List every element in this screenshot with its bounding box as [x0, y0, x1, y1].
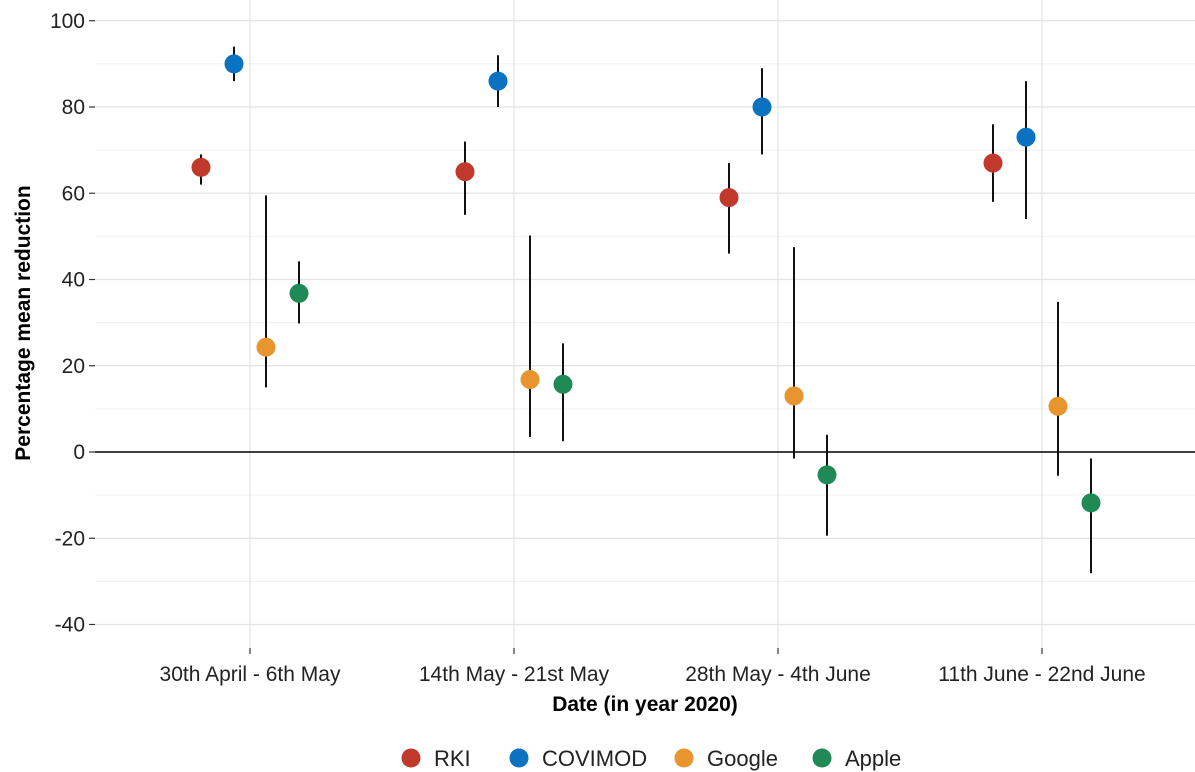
legend-label: COVIMOD — [542, 746, 647, 771]
data-point — [817, 465, 837, 485]
y-tick-label: -20 — [55, 527, 85, 550]
x-tick-label: 28th May - 4th June — [685, 663, 871, 686]
data-point — [455, 162, 475, 182]
data-point — [191, 157, 211, 177]
data-marks — [191, 46, 1101, 574]
data-point — [752, 97, 772, 117]
data-point — [784, 386, 804, 406]
data-point — [1016, 127, 1036, 147]
legend-label: RKI — [434, 746, 471, 771]
data-point — [224, 54, 244, 74]
y-tick-label: 0 — [73, 441, 85, 464]
data-point — [520, 370, 540, 390]
x-tick-label: 14th May - 21st May — [419, 663, 610, 686]
data-point — [553, 374, 573, 394]
y-axis: -40 -20 0 20 40 60 80 100 — [50, 10, 95, 637]
legend-marker — [401, 748, 421, 768]
data-point — [719, 188, 739, 208]
y-tick-label: 40 — [62, 269, 85, 292]
legend-marker — [812, 748, 832, 768]
data-point — [1081, 493, 1101, 513]
x-tick-label: 11th June - 22nd June — [938, 663, 1145, 686]
y-axis-title: Percentage mean reduction — [12, 185, 35, 460]
y-tick-label: -40 — [55, 614, 85, 637]
legend-label: Apple — [845, 746, 901, 771]
y-tick-label: 60 — [62, 182, 85, 205]
grid — [95, 0, 1195, 648]
data-point — [488, 71, 508, 91]
y-tick-label: 20 — [62, 355, 85, 378]
x-axis: 30th April - 6th May 14th May - 21st May 2… — [160, 648, 1146, 686]
data-point — [983, 153, 1003, 173]
y-tick-label: 100 — [50, 10, 85, 33]
legend-marker — [674, 748, 694, 768]
x-tick-label: 30th April - 6th May — [160, 663, 341, 686]
data-point — [256, 337, 276, 357]
data-point — [289, 283, 309, 303]
x-axis-title: Date (in year 2020) — [552, 693, 738, 716]
y-tick-label: 80 — [62, 96, 85, 119]
legend-marker — [509, 748, 529, 768]
data-point — [1048, 396, 1068, 416]
legend: RKI COVIMOD Google Apple — [401, 746, 901, 771]
legend-label: Google — [707, 746, 778, 771]
